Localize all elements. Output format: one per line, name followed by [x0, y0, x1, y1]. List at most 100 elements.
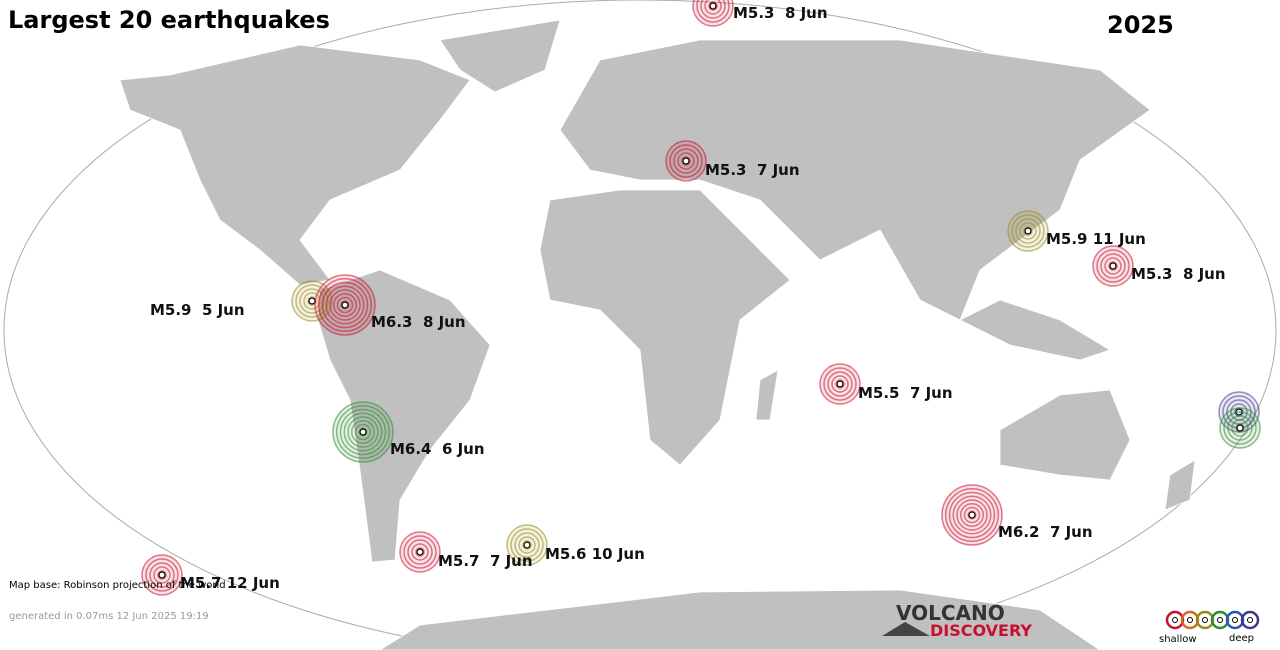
- quake-label: M6.2 7 Jun: [998, 523, 1093, 541]
- quake-marker: [141, 554, 183, 596]
- quake-ring: [1227, 415, 1253, 441]
- title: Largest 20 earthquakes: [8, 6, 330, 34]
- unlabeled-quakes: [1218, 391, 1261, 449]
- quake-label: M5.9 11 Jun: [1046, 230, 1146, 248]
- quake-label: M6.4 6 Jun: [390, 440, 485, 458]
- quake-ring: [325, 285, 365, 325]
- quake-ring: [522, 540, 532, 550]
- quake-center: [416, 548, 424, 556]
- quake-ring: [681, 156, 691, 166]
- quake-ring: [967, 510, 977, 520]
- madagascar: [755, 369, 779, 421]
- quake-marker: [692, 0, 734, 27]
- depth-legend: [1165, 610, 1260, 630]
- quake-ring: [411, 543, 429, 561]
- quake-marker: [941, 484, 1003, 546]
- quake-ring: [295, 284, 329, 318]
- legend-dot: [1187, 617, 1193, 623]
- quake-label: M5.5 7 Jun: [858, 384, 953, 402]
- quake-ring: [1096, 249, 1130, 283]
- quake-label: M5.7 7 Jun: [438, 552, 533, 570]
- eurasia: [559, 39, 1151, 321]
- quake-ring: [321, 281, 369, 329]
- quake-center: [836, 380, 844, 388]
- quake-ring: [403, 535, 437, 569]
- quake-ring: [831, 375, 849, 393]
- quake-ring: [336, 405, 390, 459]
- quake-ring: [343, 412, 383, 452]
- quake-ring: [1023, 226, 1033, 236]
- quake-ring: [145, 558, 179, 592]
- quake-center: [682, 157, 690, 165]
- quake-center: [359, 428, 367, 436]
- quake-marker: [819, 363, 861, 405]
- indonesia: [959, 299, 1111, 361]
- quake-ring: [827, 371, 853, 397]
- quake-label: M5.3 8 Jun: [733, 4, 828, 22]
- quake-ring: [351, 420, 375, 444]
- quake-ring: [307, 296, 317, 306]
- quake-ring: [1011, 214, 1045, 248]
- quake-marker: [314, 274, 376, 336]
- quake-ring: [149, 562, 175, 588]
- legend-dot: [1217, 617, 1223, 623]
- quake-label: M6.3 8 Jun: [371, 313, 466, 331]
- quake-ring: [677, 152, 695, 170]
- quake-label: M5.9 5 Jun: [150, 301, 245, 319]
- legend-dot: [1172, 617, 1178, 623]
- australia: [999, 389, 1131, 481]
- generated-note: generated in 0.07ms 12 Jun 2025 19:19: [9, 611, 209, 622]
- quake-ring: [157, 570, 167, 580]
- quake-ring: [673, 148, 699, 174]
- quake-ring: [1019, 222, 1037, 240]
- quake-ring: [669, 144, 703, 178]
- legend-dot: [1247, 617, 1253, 623]
- quake-ring: [1223, 411, 1257, 445]
- quake-ring: [303, 292, 321, 310]
- quake-ring: [358, 427, 368, 437]
- quake-ring: [518, 536, 536, 554]
- quake-ring: [510, 528, 544, 562]
- logo-icon: [882, 622, 930, 636]
- quake-ring: [956, 499, 988, 531]
- quake-marker: [506, 524, 548, 566]
- legend-shallow: shallow: [1159, 634, 1197, 645]
- quake-marker: [399, 531, 441, 573]
- year: 2025: [1107, 11, 1174, 39]
- quake-ring: [692, 0, 734, 27]
- quake-ring: [960, 503, 984, 527]
- quake-ring: [945, 488, 999, 542]
- quake-label: M5.7 12 Jun: [180, 574, 280, 592]
- south-america: [317, 269, 491, 563]
- quake-ring: [336, 296, 354, 314]
- quake-label: M5.3 7 Jun: [705, 161, 800, 179]
- quake-ring: [1015, 218, 1041, 244]
- quake-ring: [340, 300, 350, 310]
- quake-center: [308, 297, 316, 305]
- quake-ring: [153, 566, 171, 584]
- quake-label: M5.3 8 Jun: [1131, 265, 1226, 283]
- quake-ring: [700, 0, 726, 19]
- quake-ring: [835, 379, 845, 389]
- legend-deep: deep: [1229, 633, 1254, 644]
- legend-dot: [1202, 617, 1208, 623]
- quake-ring: [708, 1, 718, 11]
- quake-ring: [696, 0, 730, 23]
- legend-ring: [1240, 610, 1260, 630]
- continents: [119, 19, 1196, 650]
- new-zealand: [1164, 459, 1196, 511]
- quake-marker: [1007, 210, 1049, 252]
- quake-ring: [1108, 261, 1118, 271]
- quake-center: [1024, 227, 1032, 235]
- quake-center: [968, 511, 976, 519]
- quakes: M5.3 8 Jun M5.3 7 Jun M5.9 11 Jun M5.3 8 Ju…: [141, 0, 1226, 596]
- greenland: [439, 19, 561, 93]
- quake-center: [523, 541, 531, 549]
- quake-ring: [333, 293, 357, 317]
- quake-marker: [1092, 245, 1134, 287]
- map-base-note: Map base: Robinson projection of the wor…: [9, 580, 226, 591]
- quake-ring: [347, 416, 379, 448]
- quake-ring: [952, 495, 992, 535]
